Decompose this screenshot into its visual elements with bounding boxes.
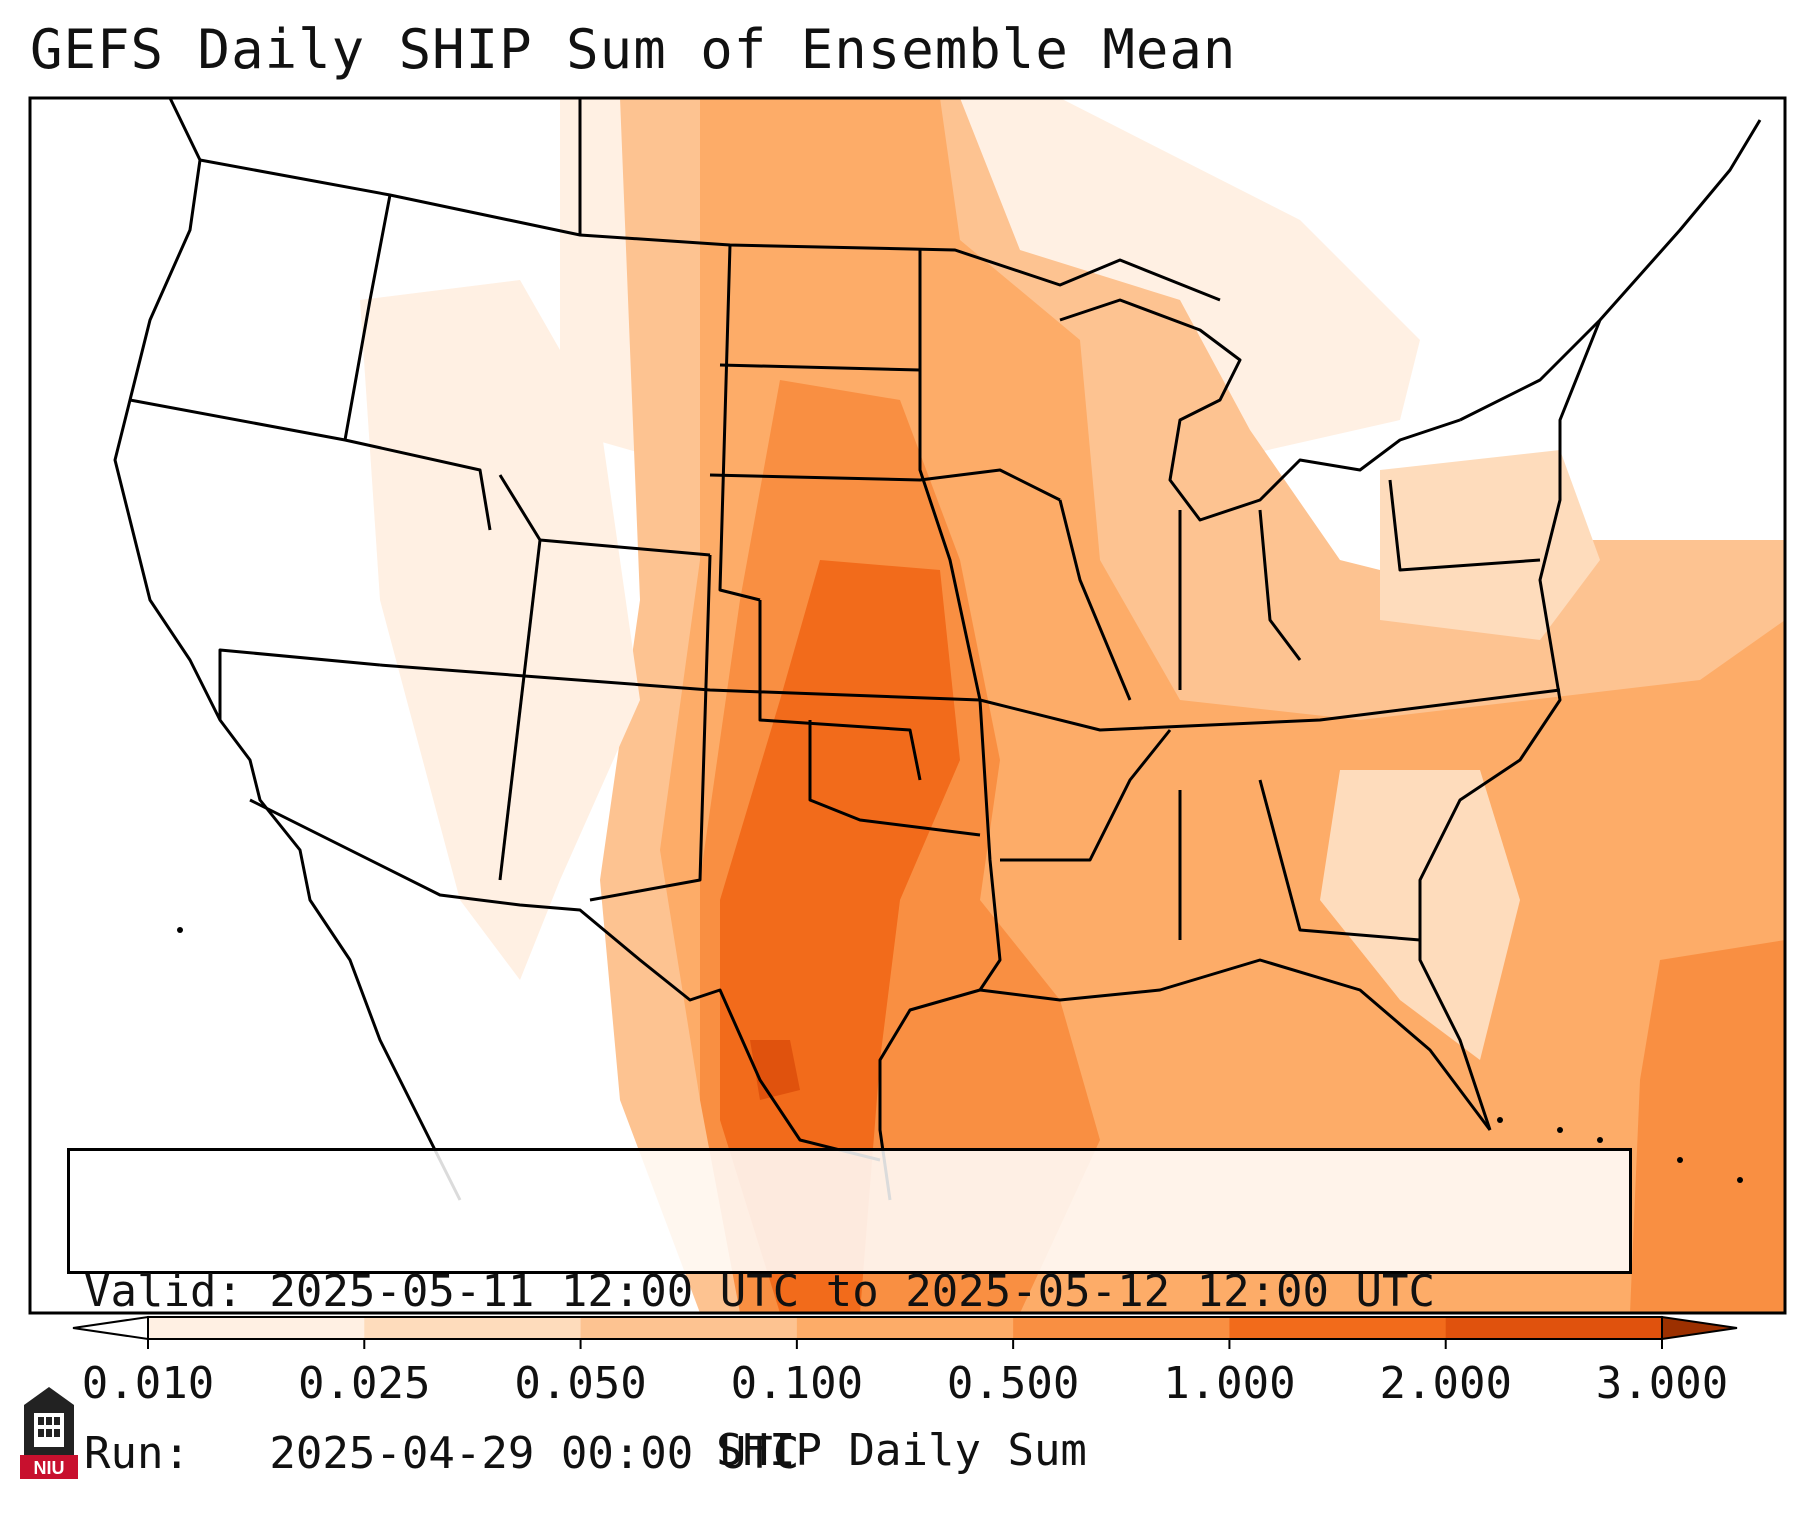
valid-time-text: Valid: 2025-05-11 12:00 UTC to 2025-05-1…	[84, 1266, 1436, 1317]
colorbar-tick-label: 0.100	[730, 1358, 864, 1409]
map-title: GEFS Daily SHIP Sum of Ensemble Mean	[30, 18, 1237, 81]
state-line-8	[498, 539, 542, 881]
colorbar-segment	[1013, 1317, 1230, 1339]
svg-text:NIU: NIU	[34, 1458, 65, 1478]
state-line-21	[1258, 779, 1421, 942]
map-frame	[28, 96, 1787, 1315]
ship-map	[28, 96, 1787, 1315]
state-line-16	[1000, 729, 1172, 862]
state-line-11	[918, 250, 982, 701]
colorbar-segment	[1229, 1317, 1447, 1339]
state-line-15	[808, 720, 981, 837]
shade-atlantic-high	[1630, 940, 1785, 1313]
colorbar-tick-label: 2.000	[1379, 1358, 1512, 1409]
colorbar-label: SHIP Daily Sum	[716, 1425, 1087, 1476]
colorbar-tick-label: 3.000	[1595, 1358, 1729, 1409]
colorbar-tick-label: 0.010	[81, 1358, 215, 1409]
canada-border	[199, 158, 1221, 302]
colorbar-outline	[147, 1316, 1663, 1340]
state-line-10	[758, 600, 922, 781]
state-line-12	[719, 363, 921, 372]
colorbar-segment	[1445, 1317, 1663, 1339]
state-line-6	[379, 663, 1561, 732]
west-coast	[113, 98, 462, 1201]
colorbar	[72, 1315, 1738, 1349]
niu-logo: NIU	[20, 1387, 78, 1479]
great-lakes	[1059, 298, 1461, 522]
state-line-17	[1058, 499, 1132, 701]
state-line-1	[129, 398, 492, 531]
state-line-2	[343, 194, 392, 441]
state-line-13	[709, 468, 1061, 502]
colorbar-segment	[364, 1317, 582, 1339]
colorbar-extend-low	[72, 1315, 149, 1341]
gulf-coast	[878, 958, 1492, 1201]
colorbar-extend-high	[1661, 1315, 1738, 1341]
colorbar-tick-label: 0.050	[514, 1358, 647, 1409]
state-line-7	[218, 648, 381, 720]
mexico-border	[249, 798, 881, 1162]
colorbar-segment	[796, 1317, 1014, 1339]
state-line-14	[978, 699, 1002, 991]
shade-northeast-light	[1380, 450, 1600, 640]
state-line-22	[1388, 479, 1541, 572]
east-coast	[1418, 319, 1602, 1131]
state-line-4	[718, 244, 761, 602]
colorbar-tick-label: 0.025	[298, 1358, 431, 1409]
northeast-coast	[1459, 119, 1762, 422]
colorbar-segment	[580, 1317, 798, 1339]
colorbar-segment	[148, 1317, 365, 1339]
colorbar-tick-label: 1.000	[1163, 1358, 1296, 1409]
shade-west-faint	[360, 280, 640, 980]
valid-run-box: Valid: 2025-05-11 12:00 UTC to 2025-05-1…	[67, 1148, 1632, 1479]
state-line-19	[1258, 509, 1302, 661]
colorbar-tick-label: 0.500	[946, 1358, 1080, 1409]
shade-level-5	[720, 560, 960, 1313]
run-time-text: Run: 2025-04-29 00:00 UTC	[84, 1428, 800, 1479]
state-line-9	[589, 554, 712, 902]
